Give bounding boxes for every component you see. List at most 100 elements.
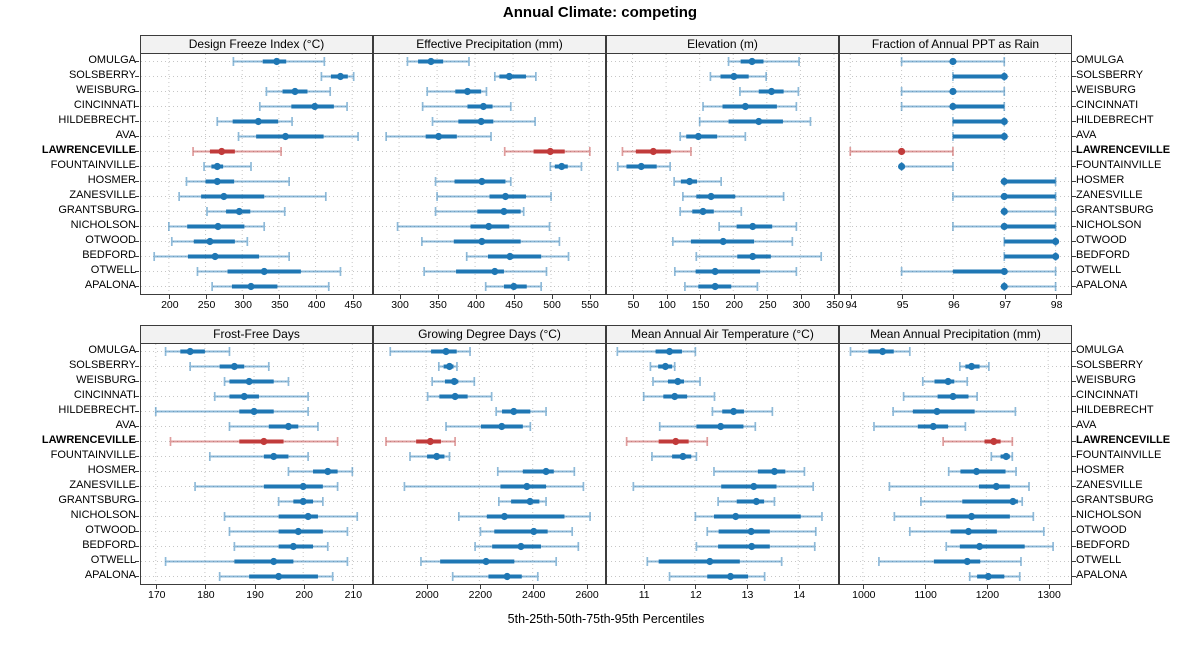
row-label: OTWELL (90, 554, 136, 566)
median-dot (478, 237, 486, 246)
row-edge-tick (1072, 285, 1076, 287)
axis-tick-label: 2400 (522, 589, 546, 601)
median-dot (649, 147, 657, 156)
percentile-row-omulga (389, 347, 471, 356)
row-edge-tick (135, 560, 139, 562)
row-edge-tick (1072, 135, 1076, 137)
median-dot (240, 392, 248, 401)
percentile-row-zanesville (888, 482, 1030, 491)
median-dot (949, 102, 957, 111)
row-label: WEISBURG (76, 84, 136, 96)
row-edge-tick (135, 240, 139, 242)
percentile-row-cincinnati (900, 102, 1006, 111)
axis-tick (242, 295, 244, 299)
row-edge-tick (135, 165, 139, 167)
whisker-5-95 (389, 347, 471, 356)
percentile-row-nicholson (694, 512, 823, 521)
percentile-row-otwood (671, 237, 794, 246)
percentile-row-zanesville (403, 482, 585, 491)
percentile-row-bedford (465, 252, 570, 261)
axis-tick (643, 585, 645, 589)
row-edge-tick (1072, 150, 1076, 152)
percentile-row-solsberry (189, 362, 270, 371)
row-label: OMULGA (88, 344, 136, 356)
axis-tick-label: 250 (759, 299, 777, 311)
axis-tick (1004, 295, 1006, 299)
median-dot (304, 512, 312, 521)
percentile-row-apalona (968, 572, 1021, 581)
median-dot (963, 557, 971, 566)
median-dot (546, 147, 554, 156)
median-dot (1052, 237, 1060, 246)
plot-area (374, 344, 605, 584)
percentile-row-otwell (196, 267, 342, 276)
axis-tick-label: 550 (581, 299, 599, 311)
axis-tick (733, 295, 735, 299)
median-dot (517, 542, 525, 551)
axis-tick-label: 98 (1050, 299, 1063, 311)
row-edge-tick (1072, 75, 1076, 77)
row-edge-tick (1072, 210, 1076, 212)
percentile-row-ava (445, 422, 532, 431)
row-label: APALONA (84, 279, 136, 291)
median-dot (972, 467, 981, 476)
median-dot (747, 527, 755, 536)
panel-strip-title: Elevation (m) (607, 36, 838, 54)
percentile-row-hosmer (434, 177, 512, 186)
row-label: SOLSBERRY (68, 69, 136, 81)
median-dot (1000, 117, 1008, 126)
percentile-row-otwell (900, 267, 1057, 276)
percentile-row-weisburg (739, 87, 800, 96)
plot-area (607, 344, 838, 584)
panel-row-top: OMULGA SOLSBERRY WEISBURG CINCINNATI HILDEBR… (0, 35, 1200, 311)
axis-tick (156, 585, 158, 589)
axis-tick (589, 295, 591, 299)
row-edge-tick (1072, 470, 1076, 472)
axis-tick (169, 295, 171, 299)
median-dot (767, 87, 776, 96)
percentile-row-otwell (420, 557, 558, 566)
median-dot (752, 497, 760, 506)
median-dot (933, 407, 941, 416)
row-label: ZANESVILLE (69, 479, 136, 491)
axis-tick-label: 14 (793, 589, 806, 601)
row-edge-tick (135, 515, 139, 517)
axis-tick (925, 585, 927, 589)
axis-tick-label: 97 (999, 299, 1012, 311)
axis-tick-label: 2200 (468, 589, 493, 601)
median-dot (247, 282, 255, 291)
median-dot (964, 527, 973, 536)
row-label: WEISBURG (1076, 374, 1136, 386)
median-dot (336, 72, 345, 81)
panel-mean-annual-precipitation: Mean Annual Precipitation (mm) 1000 1100 1… (839, 325, 1072, 601)
row-label: GRANTSBURG (1076, 204, 1154, 216)
percentile-row-cincinnati (421, 102, 512, 111)
median-dot (479, 102, 488, 111)
row-label: FOUNTAINVILLE (1076, 159, 1162, 171)
median-dot (749, 222, 757, 231)
axis-tick (767, 295, 769, 299)
row-edge-tick (1072, 545, 1076, 547)
median-dot (944, 377, 952, 386)
row-edge-tick (135, 285, 139, 287)
row-edge-tick (135, 575, 139, 577)
axis-tick-label: 300 (234, 299, 252, 311)
row-edge-tick (1072, 515, 1076, 517)
axis-tick-label: 95 (896, 299, 909, 311)
median-dot (749, 252, 757, 261)
row-edge-tick (135, 470, 139, 472)
panel-strip-title: Mean Annual Air Temperature (°C) (607, 326, 838, 344)
median-dot (707, 192, 715, 201)
median-dot (992, 482, 1000, 491)
percentile-row-fountainville (549, 162, 583, 171)
percentile-row-hildebrecht (952, 117, 1008, 126)
percentile-row-fountainville (208, 452, 309, 461)
axis-tick-label: 200 (295, 589, 313, 601)
row-label: OTWELL (90, 264, 136, 276)
percentile-row-nicholson (223, 512, 359, 521)
median-dot (1000, 132, 1008, 141)
percentile-row-hildebrecht (431, 117, 536, 126)
median-dot (730, 72, 738, 81)
axis-tick-label: 400 (307, 299, 326, 311)
